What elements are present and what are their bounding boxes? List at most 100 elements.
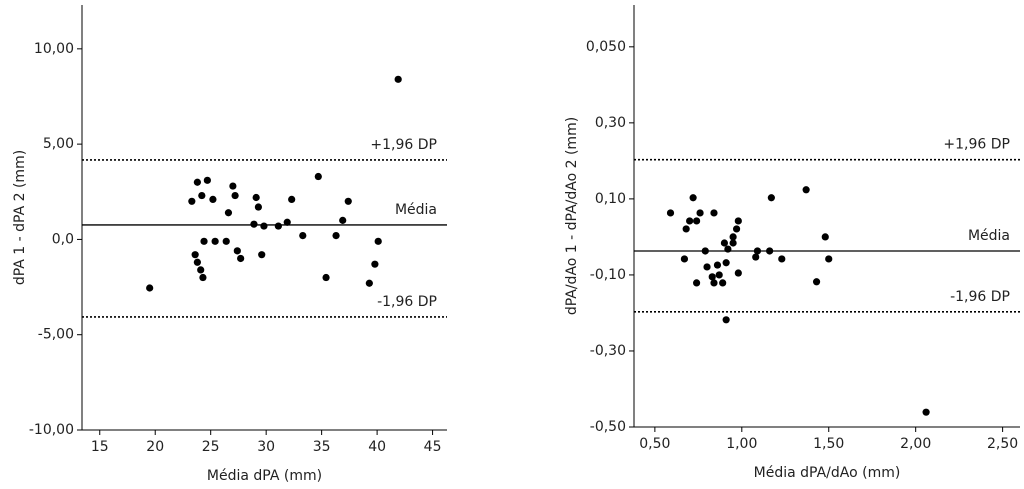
point bbox=[720, 239, 729, 247]
point bbox=[209, 195, 217, 203]
point bbox=[339, 216, 347, 224]
y-tick-label: 0,10 bbox=[595, 191, 626, 207]
x-tick-label: 1,50 bbox=[813, 436, 844, 452]
point bbox=[199, 273, 207, 282]
x-tick-label: 2,00 bbox=[900, 436, 931, 452]
y-tick-label: -0,10 bbox=[590, 267, 626, 283]
reference-label: +1,96 DP bbox=[370, 137, 437, 153]
point bbox=[812, 278, 821, 286]
y-tick-label: -10,00 bbox=[29, 422, 74, 438]
y-tick-label: 10,00 bbox=[34, 41, 74, 57]
point bbox=[283, 218, 291, 226]
point bbox=[322, 273, 330, 282]
x-tick-label: 20 bbox=[146, 439, 164, 455]
point bbox=[686, 217, 694, 225]
point bbox=[922, 408, 930, 416]
point bbox=[713, 261, 722, 269]
point bbox=[734, 269, 742, 277]
point bbox=[722, 259, 730, 267]
point bbox=[344, 197, 352, 205]
point bbox=[729, 233, 737, 241]
x-tick-label: 30 bbox=[257, 439, 275, 455]
reference-label: Média bbox=[968, 228, 1010, 244]
point bbox=[332, 232, 340, 240]
point bbox=[802, 186, 810, 194]
point bbox=[729, 239, 737, 247]
point bbox=[198, 191, 206, 200]
point bbox=[260, 222, 268, 230]
y-tick-label: 5,00 bbox=[43, 136, 74, 152]
point bbox=[193, 258, 201, 266]
point bbox=[766, 247, 774, 255]
point bbox=[680, 255, 689, 263]
point bbox=[374, 237, 382, 245]
x-tick-label: 0,50 bbox=[639, 436, 670, 452]
point bbox=[222, 237, 230, 245]
x-tick-label: 2,50 bbox=[987, 436, 1018, 452]
point bbox=[701, 247, 709, 255]
reference-label: +1,96 DP bbox=[943, 137, 1010, 153]
point bbox=[371, 260, 379, 268]
reference-label: -1,96 DP bbox=[377, 294, 437, 310]
point bbox=[719, 279, 727, 287]
y-axis-label: dPA/dAo 1 - dPA/dAo 2 (mm) bbox=[564, 117, 580, 315]
point bbox=[250, 220, 258, 228]
y-axis-label: dPA 1 - dPA 2 (mm) bbox=[12, 150, 28, 285]
point bbox=[252, 193, 260, 202]
point bbox=[288, 195, 296, 203]
point bbox=[211, 237, 219, 245]
point bbox=[821, 233, 829, 241]
point bbox=[710, 209, 718, 217]
point bbox=[299, 232, 307, 240]
point bbox=[229, 182, 237, 190]
point bbox=[692, 279, 701, 287]
point bbox=[274, 222, 282, 230]
point bbox=[224, 209, 233, 217]
point bbox=[708, 273, 716, 281]
point bbox=[203, 176, 211, 184]
point bbox=[231, 191, 239, 200]
point bbox=[767, 194, 775, 202]
reference-label: -1,96 DP bbox=[950, 289, 1010, 305]
point bbox=[233, 247, 241, 255]
point bbox=[722, 316, 730, 324]
point bbox=[825, 255, 833, 263]
point bbox=[188, 197, 196, 205]
x-tick-label: 45 bbox=[424, 439, 442, 455]
point bbox=[682, 225, 690, 233]
point bbox=[696, 209, 704, 217]
x-tick-label: 40 bbox=[368, 439, 386, 455]
y-tick-label: 0,0 bbox=[52, 231, 74, 247]
y-tick-label: 0,30 bbox=[595, 115, 626, 131]
point bbox=[692, 217, 701, 225]
y-tick-label: 0,050 bbox=[586, 39, 626, 55]
point bbox=[724, 245, 732, 253]
point bbox=[314, 172, 322, 181]
x-axis-label: Média dPA/dAo (mm) bbox=[754, 465, 901, 481]
x-tick-label: 15 bbox=[91, 439, 109, 455]
point bbox=[365, 279, 373, 287]
y-tick-label: -5,00 bbox=[38, 327, 74, 343]
point bbox=[258, 251, 266, 259]
point bbox=[146, 284, 154, 292]
point bbox=[778, 255, 786, 263]
point bbox=[254, 203, 262, 211]
point bbox=[666, 209, 675, 217]
point bbox=[752, 253, 760, 261]
point bbox=[703, 263, 711, 271]
point bbox=[732, 225, 741, 233]
point bbox=[237, 254, 245, 263]
y-tick-label: -0,30 bbox=[590, 343, 626, 359]
point bbox=[734, 217, 742, 225]
point bbox=[753, 247, 762, 255]
point bbox=[715, 271, 723, 279]
point bbox=[710, 279, 718, 287]
x-tick-label: 35 bbox=[313, 439, 331, 455]
point bbox=[394, 75, 402, 83]
point bbox=[197, 266, 205, 274]
x-tick-label: 25 bbox=[202, 439, 220, 455]
point bbox=[689, 194, 697, 202]
y-tick-label: -0,50 bbox=[590, 419, 626, 435]
x-axis-label: Média dPA (mm) bbox=[207, 468, 322, 484]
